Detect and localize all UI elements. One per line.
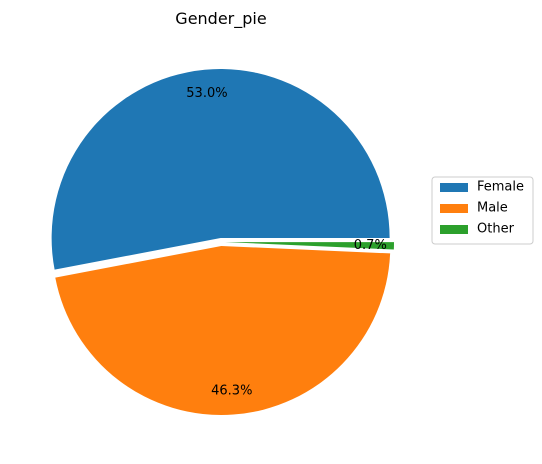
percent-label-male: 46.3% (211, 383, 252, 398)
percent-label-female: 53.0% (186, 86, 227, 101)
pie-slice-other (224, 242, 394, 250)
percent-labels: 53.0% 46.3% 0.7% (186, 86, 387, 399)
legend-label-female: Female (477, 180, 524, 195)
pie-slice-male (55, 245, 391, 415)
legend: Female Male Other (431, 176, 534, 245)
legend-swatch-male (440, 204, 468, 213)
legend-items: Female Male Other (440, 180, 524, 237)
legend-swatch-other (440, 225, 468, 234)
legend-label-other: Other (477, 222, 515, 237)
legend-swatch-female (440, 183, 468, 192)
percent-label-other: 0.7% (354, 238, 387, 253)
pie-slice-female (51, 69, 390, 270)
pie-slices (51, 69, 394, 415)
legend-label-male: Male (477, 201, 508, 216)
chart-title: Gender_pie (175, 9, 266, 29)
